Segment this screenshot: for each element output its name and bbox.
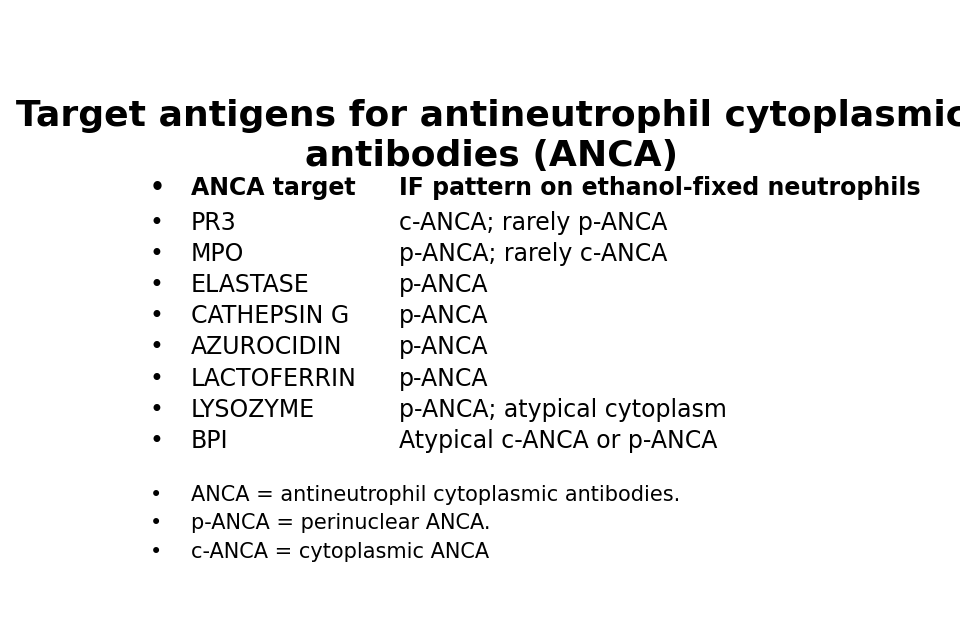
Text: •: • xyxy=(150,398,163,422)
Text: •: • xyxy=(150,514,162,534)
Text: ELASTASE: ELASTASE xyxy=(191,273,309,297)
Text: IF pattern on ethanol-fixed neutrophils: IF pattern on ethanol-fixed neutrophils xyxy=(399,177,921,200)
Text: •: • xyxy=(150,485,162,505)
Text: •: • xyxy=(150,429,163,453)
Text: p-ANCA; atypical cytoplasm: p-ANCA; atypical cytoplasm xyxy=(399,398,727,422)
Text: •: • xyxy=(150,177,165,200)
Text: •: • xyxy=(150,211,163,235)
Text: •: • xyxy=(150,335,163,360)
Text: p-ANCA: p-ANCA xyxy=(399,335,489,360)
Text: LACTOFERRIN: LACTOFERRIN xyxy=(191,367,356,390)
Text: •: • xyxy=(150,367,163,390)
Text: Target antigens for antineutrophil cytoplasmic
antibodies (ANCA): Target antigens for antineutrophil cytop… xyxy=(16,100,960,173)
Text: AZUROCIDIN: AZUROCIDIN xyxy=(191,335,342,360)
Text: p-ANCA: p-ANCA xyxy=(399,367,489,390)
Text: •: • xyxy=(150,273,163,297)
Text: •: • xyxy=(150,304,163,328)
Text: p-ANCA: p-ANCA xyxy=(399,273,489,297)
Text: PR3: PR3 xyxy=(191,211,236,235)
Text: p-ANCA = perinuclear ANCA.: p-ANCA = perinuclear ANCA. xyxy=(191,514,491,534)
Text: CATHEPSIN G: CATHEPSIN G xyxy=(191,304,348,328)
Text: •: • xyxy=(150,242,163,266)
Text: ANCA target: ANCA target xyxy=(191,177,355,200)
Text: c-ANCA = cytoplasmic ANCA: c-ANCA = cytoplasmic ANCA xyxy=(191,542,489,562)
Text: c-ANCA; rarely p-ANCA: c-ANCA; rarely p-ANCA xyxy=(399,211,667,235)
Text: p-ANCA: p-ANCA xyxy=(399,304,489,328)
Text: p-ANCA; rarely c-ANCA: p-ANCA; rarely c-ANCA xyxy=(399,242,667,266)
Text: MPO: MPO xyxy=(191,242,244,266)
Text: •: • xyxy=(150,542,162,562)
Text: LYSOZYME: LYSOZYME xyxy=(191,398,315,422)
Text: BPI: BPI xyxy=(191,429,228,453)
Text: Atypical c-ANCA or p-ANCA: Atypical c-ANCA or p-ANCA xyxy=(399,429,717,453)
Text: ANCA = antineutrophil cytoplasmic antibodies.: ANCA = antineutrophil cytoplasmic antibo… xyxy=(191,485,680,505)
